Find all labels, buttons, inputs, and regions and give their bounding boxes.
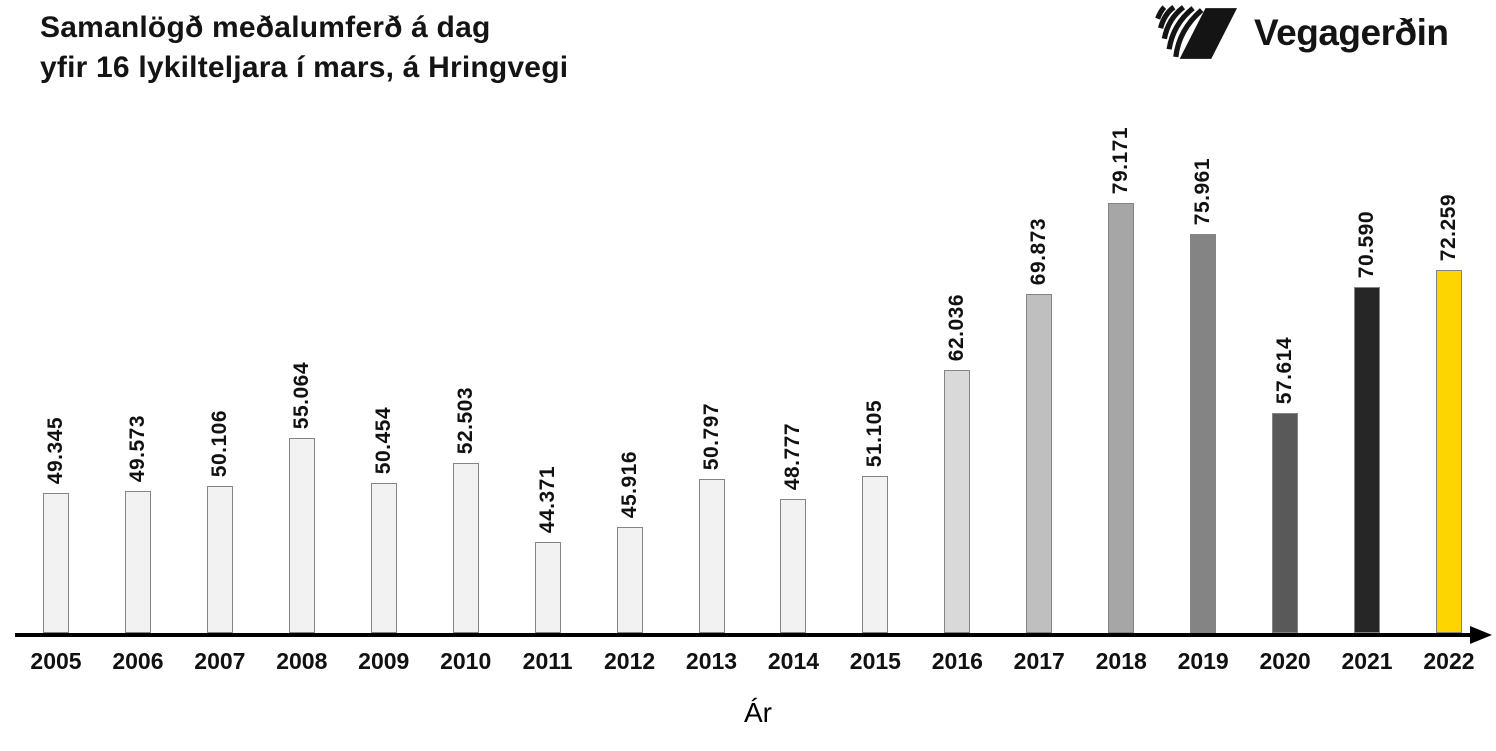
bar-value-label: 48.777	[781, 422, 805, 490]
bar-value-label: 62.036	[945, 293, 969, 361]
bar-column-2005: 49.345	[15, 4, 97, 633]
x-tick-label-2013: 2013	[685, 648, 738, 674]
bar-2022	[1435, 270, 1462, 633]
bar-2018	[1108, 203, 1135, 633]
bar-value-label: 50.106	[207, 409, 231, 477]
bar-2016	[944, 370, 971, 633]
x-tick-label-2012: 2012	[603, 648, 656, 674]
bar-value-label: 50.454	[371, 406, 395, 474]
bar-column-2022: 72.259	[1408, 4, 1490, 633]
bar-column-2006: 49.573	[97, 4, 179, 633]
bar-column-2012: 45.916	[589, 4, 671, 633]
bar-column-2013: 50.797	[671, 4, 753, 633]
chart-title-line2: yfir 16 lykilteljara í mars, á Hringvegi	[40, 51, 569, 84]
bar-column-2020: 57.614	[1244, 4, 1326, 633]
bar-column-2016: 62.036	[916, 4, 998, 633]
bar-value-label: 50.797	[699, 402, 723, 470]
bar-column-2018: 79.171	[1080, 4, 1162, 633]
bar-chart-plot-area: 49.345 49.573 50.106 55.064 50.454 52.503 44.3…	[15, 4, 1492, 644]
bar-column-2007: 50.106	[179, 4, 261, 633]
x-axis-title: Ár	[744, 697, 772, 728]
bar-column-2014: 48.777	[752, 4, 834, 633]
bar-2021	[1354, 287, 1381, 633]
bar-value-label: 72.259	[1436, 193, 1460, 261]
bar-value-label: 49.573	[125, 414, 149, 482]
x-tick-label-2016: 2016	[931, 648, 983, 674]
x-tick-label-2020: 2020	[1259, 648, 1311, 674]
bar-column-2009: 50.454	[343, 4, 425, 633]
bar-2014	[780, 499, 807, 633]
bar-2008	[288, 438, 315, 633]
x-axis-arrowhead-icon	[1470, 626, 1492, 644]
bar-column-2015: 51.105	[834, 4, 916, 633]
x-tick-label-2014: 2014	[767, 648, 820, 674]
x-tick-label-2005: 2005	[30, 648, 82, 674]
bar-column-2017: 69.873	[998, 4, 1080, 633]
bar-2020	[1272, 413, 1299, 633]
bar-value-label: 52.503	[453, 386, 477, 454]
x-tick-label-2009: 2009	[358, 648, 410, 674]
chart-title: Samanlögð meðalumferð á dag yfir 16 lyki…	[40, 8, 568, 88]
vegagerdin-logo-text: Vegagerðin	[1254, 12, 1449, 53]
bar-2006	[124, 491, 151, 633]
x-tick-label-2008: 2008	[276, 648, 328, 674]
x-tick-label-2010: 2010	[440, 648, 492, 674]
bar-2007	[206, 486, 233, 633]
vegagerdin-logo-icon	[1155, 5, 1238, 59]
bar-value-label: 44.371	[535, 465, 559, 533]
bar-value-label: 70.590	[1355, 210, 1379, 278]
bar-value-label: 51.105	[863, 399, 887, 467]
bar-column-2021: 70.590	[1326, 4, 1408, 633]
x-tick-label-2022: 2022	[1423, 648, 1475, 674]
bar-2005	[43, 493, 69, 633]
vegagerdin-logo: Vegagerðin	[1150, 2, 1449, 64]
bar-value-label: 69.873	[1027, 217, 1051, 285]
bar-value-label: 45.916	[617, 450, 641, 518]
bar-column-2011: 44.371	[507, 4, 589, 633]
bar-value-label: 57.614	[1273, 336, 1297, 404]
bar-value-label: 79.171	[1109, 126, 1133, 194]
x-tick-label-2017: 2017	[1013, 648, 1065, 674]
bar-value-label: 49.345	[44, 416, 67, 484]
bar-2017	[1026, 294, 1053, 633]
bar-2011	[534, 542, 561, 633]
bar-column-2019: 75.961	[1162, 4, 1244, 633]
bar-value-label: 75.961	[1191, 157, 1215, 225]
bar-2010	[452, 463, 479, 633]
x-tick-label-2011: 2011	[522, 648, 573, 674]
x-tick-label-2006: 2006	[112, 648, 164, 674]
bar-2015	[862, 476, 889, 633]
bar-column-2010: 52.503	[425, 4, 507, 633]
x-tick-label-2015: 2015	[849, 648, 901, 674]
bar-2012	[616, 527, 643, 633]
x-tick-label-2021: 2021	[1341, 648, 1393, 674]
bar-2013	[698, 479, 725, 633]
x-tick-label-2019: 2019	[1177, 648, 1229, 674]
bar-2019	[1190, 234, 1217, 633]
bar-2009	[370, 483, 397, 633]
x-axis-line	[15, 633, 1470, 637]
chart-title-line1: Samanlögð meðalumferð á dag	[40, 11, 491, 44]
x-tick-label-2007: 2007	[194, 648, 246, 674]
bar-column-2008: 55.064	[261, 4, 343, 633]
bar-value-label: 55.064	[289, 361, 313, 429]
x-tick-label-2018: 2018	[1095, 648, 1147, 674]
